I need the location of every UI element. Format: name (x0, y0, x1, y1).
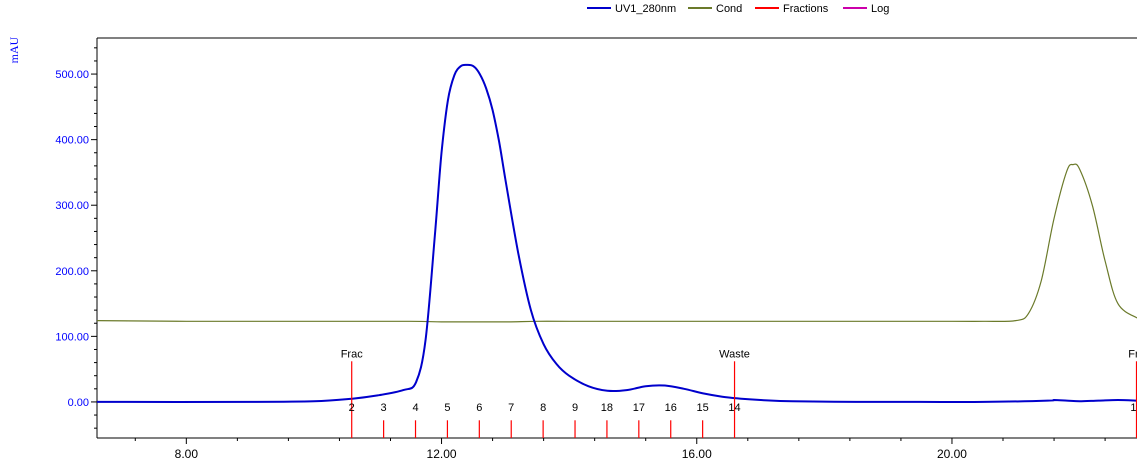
x-tick-label: 16.00 (682, 447, 712, 461)
axes (96, 37, 1137, 439)
y-axis-unit-label: mAU (7, 36, 21, 63)
y-tick-label: 0.00 (68, 397, 89, 409)
x-tick-label: 8.00 (175, 447, 199, 461)
y-tick-label: 400.00 (55, 135, 89, 147)
series-line-cond (97, 163, 1137, 323)
fraction-number-label: 9 (572, 402, 578, 414)
y-tick-label: 300.00 (55, 200, 89, 212)
legend-label: Fractions (783, 3, 829, 15)
fraction-number-label: 3 (381, 402, 387, 414)
fraction-number-label: 7 (508, 402, 514, 414)
fraction-number-label: 18 (601, 402, 613, 414)
fraction-number-label: 8 (540, 402, 546, 414)
fraction-number-label: 2 (349, 402, 355, 414)
fraction-number-label: 4 (412, 402, 418, 414)
fraction-event-label: Frac (341, 348, 364, 360)
y-tick-label: 100.00 (55, 331, 89, 343)
x-tick-label: 20.00 (937, 447, 967, 461)
legend-label: Cond (716, 3, 742, 15)
fraction-number-label: 6 (476, 402, 482, 414)
fraction-number-label: 12 (1130, 402, 1137, 414)
fraction-number-label: 16 (665, 402, 677, 414)
fraction-number-label: 14 (728, 402, 740, 414)
ticks: 0.00 100.00 200.00 300.00 400.00 500.00 8.00 12… (55, 47, 1106, 461)
fraction-event-label: Waste (719, 348, 750, 360)
y-tick-label: 200.00 (55, 266, 89, 278)
fraction-number-label: 5 (444, 402, 450, 414)
fraction-event-label: Fra (1128, 348, 1137, 360)
legend: UV1_280nm Cond Fractions Log (587, 3, 889, 15)
y-tick-label: 500.00 (55, 69, 89, 81)
legend-label: UV1_280nm (615, 3, 676, 15)
x-tick-label: 12.00 (427, 447, 457, 461)
series-line-uv1-280nm (97, 63, 1137, 404)
fraction-number-label: 17 (633, 402, 645, 414)
fraction-markers: 2 Frac 3 4 5 6 7 8 9 18 17 16 15 14 Waste 12 Fra (341, 348, 1137, 438)
legend-label: Log (871, 3, 889, 15)
fraction-number-label: 15 (697, 402, 709, 414)
series (97, 63, 1137, 404)
